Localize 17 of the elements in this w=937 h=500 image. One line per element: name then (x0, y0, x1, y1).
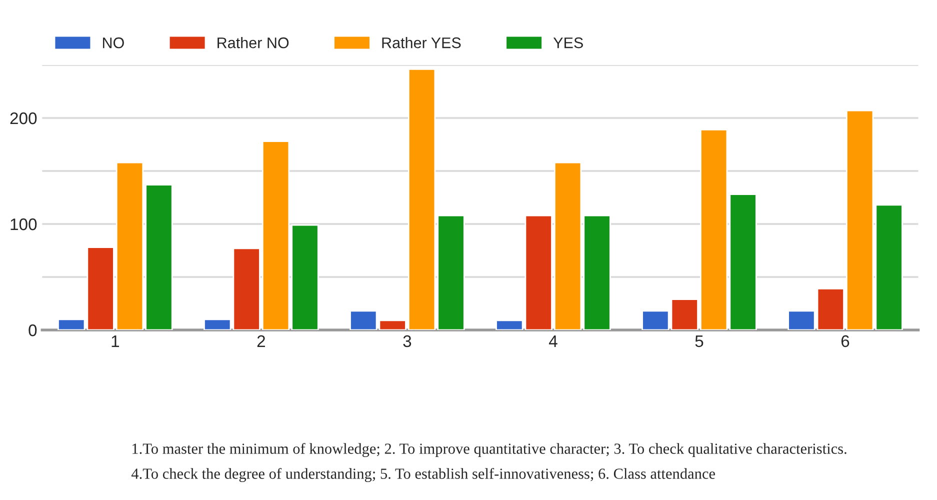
x-tick-label: 1 (112, 335, 119, 347)
x-tick-label: 2 (257, 335, 265, 347)
x-tick-label: 3 (403, 335, 412, 348)
x-tick-label: 4 (548, 335, 558, 347)
x-tick-label: 6 (841, 335, 850, 348)
bar (204, 318, 232, 330)
text: 1.To master the minimum of knowledge; 2. To improve quantitative character; 3. To check qualitative characteristics. (132, 442, 846, 458)
bar (350, 310, 378, 330)
y-tick-label: 100 (10, 218, 37, 230)
legend-label: Rather NO (218, 37, 289, 48)
legend-label: NO (103, 37, 124, 48)
legend-label: YES (553, 37, 583, 48)
y-tick-label: 0 (28, 324, 37, 336)
x-tick-label: 5 (695, 335, 704, 348)
legend-label: Rather YES (382, 37, 461, 48)
text: 4.To check the degree of understanding; 5. To establish self-innovativeness; 6. Class attendance (131, 468, 715, 482)
y-tick-label: 200 (10, 112, 37, 124)
